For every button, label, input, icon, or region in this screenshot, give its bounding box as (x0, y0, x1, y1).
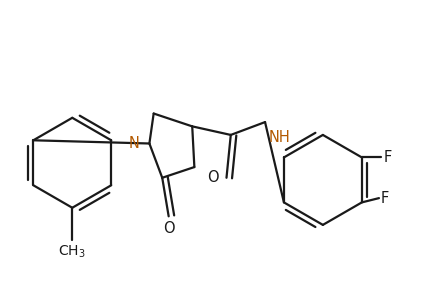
Text: CH$_3$: CH$_3$ (58, 243, 86, 260)
Text: O: O (163, 222, 174, 236)
Text: O: O (207, 170, 219, 185)
Text: F: F (381, 191, 389, 205)
Text: N: N (129, 136, 140, 151)
Text: NH: NH (269, 130, 290, 145)
Text: F: F (383, 150, 392, 165)
